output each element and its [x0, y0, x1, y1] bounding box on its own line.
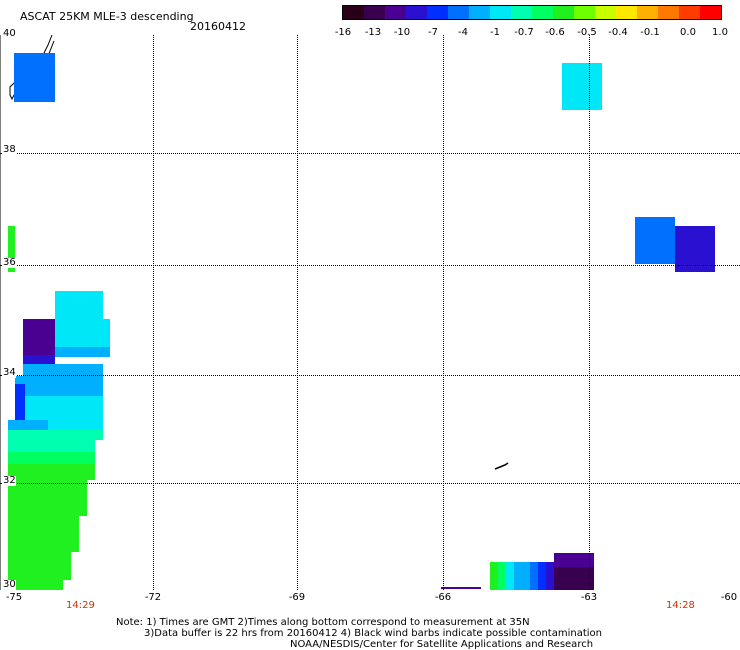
wind-cell — [8, 480, 87, 516]
grid-line-horizontal — [0, 265, 740, 266]
wind-cell — [635, 217, 675, 264]
colorbar-swatch — [469, 6, 490, 19]
island — [494, 462, 509, 470]
colorbar-swatch — [574, 6, 595, 19]
wind-cell — [498, 562, 506, 590]
wind-cell — [530, 562, 538, 590]
grid-line-horizontal — [0, 153, 740, 154]
colorbar-label: -0.7 — [514, 27, 534, 38]
wind-cell — [8, 516, 79, 552]
colorbar-label: 1.0 — [712, 27, 728, 38]
wind-cell — [23, 364, 103, 376]
x-label-72: -72 — [144, 592, 162, 603]
colorbar-swatch — [658, 6, 679, 19]
x-label-60: -60 — [720, 592, 738, 603]
wind-cell — [25, 396, 103, 408]
colorbar-swatch — [616, 6, 637, 19]
wind-cell — [554, 553, 594, 567]
map-date: 20160412 — [190, 20, 246, 33]
colorbar-swatch — [385, 6, 406, 19]
colorbar-swatch — [637, 6, 658, 19]
x-label-63: -63 — [580, 592, 598, 603]
y-label-40: 40 — [3, 28, 16, 39]
wind-cell — [514, 562, 522, 590]
grid-line-horizontal — [0, 483, 740, 484]
colorbar-label: -13 — [364, 27, 382, 38]
wind-cell — [25, 384, 103, 396]
x-label-75: -75 — [5, 592, 23, 603]
wind-cell — [554, 567, 594, 590]
wind-cell — [55, 319, 110, 347]
colorbar-label: -0.1 — [640, 27, 660, 38]
wind-cell — [490, 562, 498, 590]
time-left: 14:29 — [66, 600, 95, 611]
grid-line-horizontal — [0, 375, 740, 376]
wind-cell — [675, 226, 715, 272]
wind-cell — [441, 587, 481, 589]
note-line-2: 3)Data buffer is 22 hrs from 20160412 4)… — [144, 628, 602, 639]
wind-cell — [23, 552, 71, 580]
colorbar-label: -4 — [458, 27, 468, 38]
x-label-66: -66 — [434, 592, 452, 603]
y-label-38: 38 — [3, 144, 16, 155]
wind-cell — [562, 63, 602, 110]
wind-cell — [522, 562, 530, 590]
wind-cell — [15, 376, 103, 386]
wind-cell — [23, 580, 63, 590]
wind-cell — [14, 53, 55, 102]
grid-line-vertical — [153, 35, 154, 590]
colorbar-swatch — [490, 6, 511, 19]
y-label-32: 32 — [3, 475, 16, 486]
wind-cell — [25, 408, 103, 420]
wind-cell — [8, 226, 15, 272]
colorbar-swatch — [700, 6, 721, 19]
colorbar-label: -10 — [393, 27, 411, 38]
colorbar — [342, 5, 722, 20]
x-label-69: -69 — [288, 592, 306, 603]
colorbar-swatch — [679, 6, 700, 19]
colorbar-label: -7 — [428, 27, 438, 38]
y-label-34: 34 — [3, 367, 16, 378]
y-label-36: 36 — [3, 257, 16, 268]
colorbar-label: 0.0 — [680, 27, 696, 38]
wind-cell — [506, 562, 514, 590]
colorbar-label: -0.4 — [608, 27, 628, 38]
wind-cell — [55, 347, 110, 357]
grid-line-vertical — [443, 35, 444, 590]
wind-cell — [8, 420, 103, 430]
colorbar-label: -0.5 — [577, 27, 597, 38]
colorbar-swatch — [343, 6, 364, 19]
map-title: ASCAT 25KM MLE-3 descending — [20, 10, 194, 23]
colorbar-label: -0.6 — [545, 27, 565, 38]
colorbar-swatch — [532, 6, 553, 19]
wind-cell — [546, 562, 554, 590]
note-line-1: Note: 1) Times are GMT 2)Times along bot… — [116, 617, 530, 628]
colorbar-swatch — [427, 6, 448, 19]
wind-cell — [15, 384, 25, 420]
colorbar-swatch — [364, 6, 385, 19]
map-frame — [0, 35, 509, 590]
y-label-30: 30 — [3, 579, 16, 590]
wind-cell — [8, 464, 95, 480]
wind-cell — [538, 562, 546, 590]
colorbar-swatch — [448, 6, 469, 19]
note-line-3: NOAA/NESDIS/Center for Satellite Applica… — [290, 639, 594, 650]
colorbar-swatch — [511, 6, 532, 19]
colorbar-swatch — [595, 6, 616, 19]
colorbar-swatch — [553, 6, 574, 19]
wind-cell — [8, 430, 103, 440]
wind-cell — [8, 440, 95, 452]
colorbar-swatch — [406, 6, 427, 19]
wind-cell — [23, 319, 55, 355]
colorbar-label: -1 — [490, 27, 500, 38]
grid-line-vertical — [297, 35, 298, 590]
wind-cell — [8, 452, 95, 464]
wind-cell — [55, 291, 103, 319]
grid-line-vertical — [589, 35, 590, 590]
colorbar-label: -16 — [334, 27, 352, 38]
wind-cell — [23, 355, 55, 365]
time-right: 14:28 — [666, 600, 695, 611]
